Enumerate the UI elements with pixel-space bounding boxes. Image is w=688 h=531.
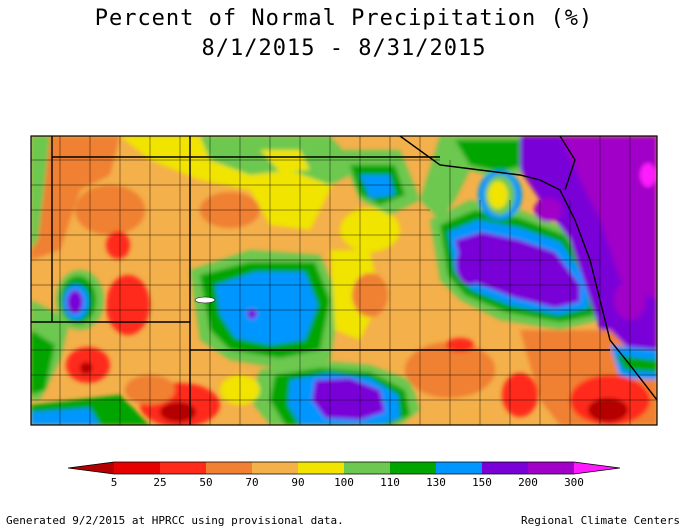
colorbar-max-arrow [574, 462, 620, 474]
generated-note: Generated 9/2/2015 at HPRCC using provis… [6, 514, 344, 527]
colorbar-min-arrow [68, 462, 114, 474]
colorbar [67, 461, 621, 475]
state-boundaries [31, 136, 657, 425]
colorbar-segment [114, 462, 160, 474]
colorbar-tick-label: 5 [110, 476, 118, 489]
map-period: 8/1/2015 - 8/31/2015 [201, 36, 487, 61]
colorbar-tick-label: 25 [153, 476, 167, 489]
colorbar-segment [298, 462, 344, 474]
map-title: Percent of Normal Precipitation (%) [94, 6, 594, 31]
colorbar-segment [390, 462, 436, 474]
colorbar-segment [206, 462, 252, 474]
colorbar-segment [160, 462, 206, 474]
colorbar-segment [344, 462, 390, 474]
colorbar-tick-label: 200 [518, 476, 538, 489]
colorbar-tick-label: 130 [426, 476, 446, 489]
precipitation-field [31, 136, 657, 425]
colorbar-tick-label: 50 [199, 476, 213, 489]
colorbar-tick-label: 150 [472, 476, 492, 489]
map-frame [30, 135, 658, 426]
lake-icon [194, 296, 216, 304]
colorbar-segment [436, 462, 482, 474]
colorbar-segment [528, 462, 574, 474]
colorbar-tick-label: 300 [564, 476, 584, 489]
colorbar-segment [252, 462, 298, 474]
source-note: Regional Climate Centers [521, 514, 680, 527]
colorbar-tick-label: 100 [334, 476, 354, 489]
colorbar-tick-label: 90 [291, 476, 305, 489]
colorbar-tick-label: 110 [380, 476, 400, 489]
colorbar-segment [482, 462, 528, 474]
colorbar-tick-label: 70 [245, 476, 259, 489]
